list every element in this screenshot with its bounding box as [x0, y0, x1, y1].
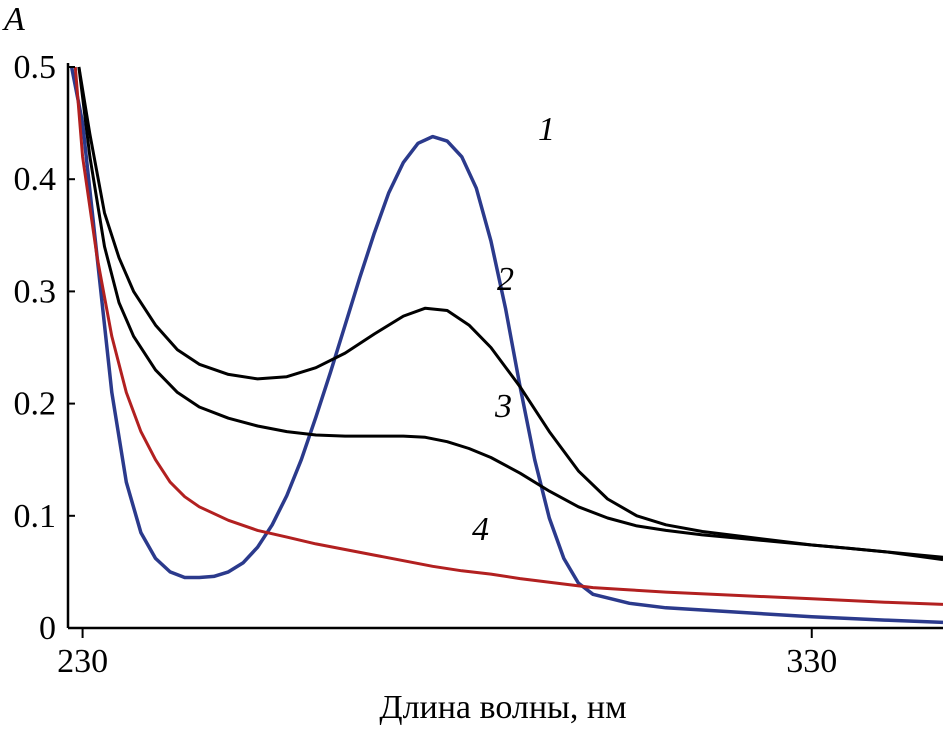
curve-label-1: 1 — [538, 111, 555, 148]
curve-label-4: 4 — [472, 511, 489, 548]
series-1-line — [69, 66, 943, 625]
series-3-line — [77, 66, 943, 562]
series-layer — [69, 66, 943, 625]
x-axis-title: Длина волны, нм — [379, 689, 626, 726]
curve-labels-layer: 1 2 3 4 — [472, 111, 555, 548]
axes-layer — [66, 63, 943, 630]
y-tick-label: 0 — [39, 610, 56, 647]
series-4-line — [73, 66, 943, 606]
y-tick-label: 0.5 — [14, 49, 57, 86]
y-tick-label: 0.3 — [14, 273, 57, 310]
series-2-line — [77, 66, 943, 559]
y-tick-label: 0.4 — [14, 161, 57, 198]
ticks-layer: 0 0.1 0.2 0.3 0.4 0.5 230 330 — [14, 49, 838, 680]
y-axis-title: A — [2, 1, 25, 38]
curve-label-2: 2 — [497, 261, 514, 298]
y-tick-label: 0.1 — [14, 498, 57, 535]
x-tick-label: 230 — [57, 643, 108, 680]
curve-label-3: 3 — [494, 388, 512, 425]
x-tick-label: 330 — [786, 643, 837, 680]
y-tick-label: 0.2 — [14, 386, 57, 423]
